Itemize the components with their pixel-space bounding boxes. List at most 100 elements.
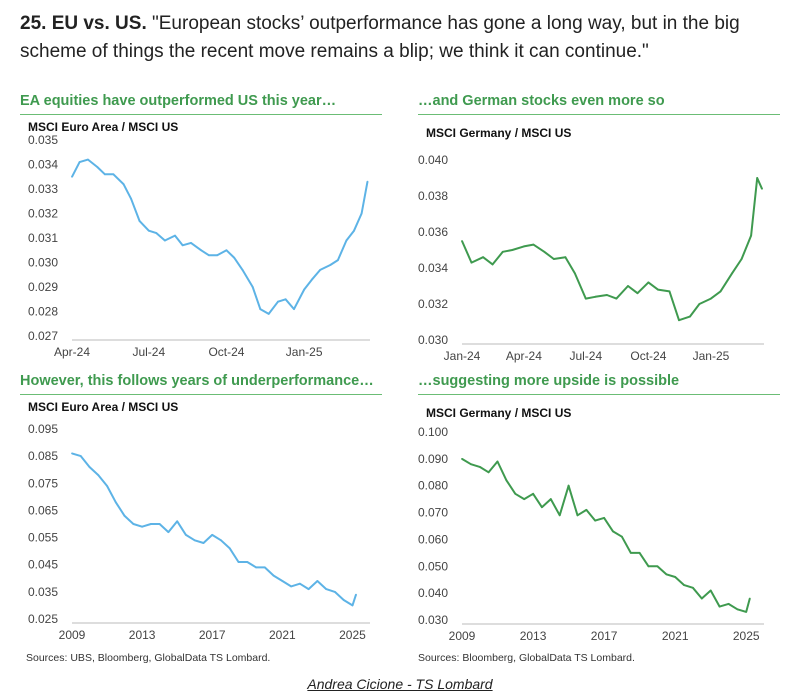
data-point bbox=[164, 239, 166, 242]
x-tick-label: Jul-24 bbox=[132, 345, 165, 359]
data-point bbox=[366, 180, 369, 183]
data-point bbox=[233, 256, 236, 259]
data-point bbox=[523, 245, 525, 248]
data-point bbox=[511, 249, 514, 251]
chart-panel-germany-longterm: …suggesting more upside is possible MSCI… bbox=[418, 372, 780, 652]
data-point bbox=[692, 586, 694, 589]
data-point bbox=[310, 278, 313, 281]
y-tick-label: 0.031 bbox=[28, 231, 58, 245]
data-point bbox=[603, 517, 605, 519]
x-tick-label: Apr-24 bbox=[506, 349, 542, 363]
data-point bbox=[299, 582, 301, 585]
data-point bbox=[255, 566, 257, 569]
series-line bbox=[461, 177, 763, 322]
y-tick-label: 0.030 bbox=[28, 256, 58, 270]
x-tick-label: Jan-24 bbox=[444, 349, 481, 363]
data-point bbox=[532, 243, 535, 246]
data-point bbox=[727, 603, 730, 605]
x-tick-label: Oct-24 bbox=[630, 349, 666, 363]
data-point bbox=[543, 250, 546, 253]
data-point bbox=[636, 292, 639, 295]
data-point bbox=[114, 501, 117, 504]
series-line bbox=[71, 158, 369, 315]
data-point bbox=[176, 520, 179, 523]
data-point bbox=[532, 492, 534, 495]
data-point bbox=[167, 531, 170, 533]
data-point bbox=[709, 589, 712, 592]
y-tick-label: 0.033 bbox=[28, 182, 58, 196]
data-point bbox=[353, 229, 355, 232]
data-point bbox=[267, 313, 270, 315]
y-tick-label: 0.025 bbox=[28, 612, 58, 626]
data-point bbox=[281, 580, 284, 582]
y-tick-label: 0.060 bbox=[418, 532, 448, 546]
data-point bbox=[303, 288, 306, 291]
data-point bbox=[594, 295, 597, 298]
data-point bbox=[237, 561, 240, 563]
data-point bbox=[342, 599, 345, 601]
data-point bbox=[612, 530, 614, 533]
data-point bbox=[740, 258, 743, 260]
x-tick-label: 2017 bbox=[199, 628, 226, 642]
data-point bbox=[185, 534, 187, 536]
data-point bbox=[689, 315, 691, 318]
data-point bbox=[647, 281, 650, 284]
data-point bbox=[584, 297, 587, 300]
data-point bbox=[71, 175, 73, 178]
data-point bbox=[574, 272, 576, 275]
chart-panel-ea-longterm: However, this follows years of underperf… bbox=[20, 372, 382, 652]
data-point bbox=[141, 525, 143, 528]
data-point bbox=[638, 552, 641, 554]
x-tick-label: 2017 bbox=[591, 629, 618, 643]
data-point bbox=[277, 300, 279, 303]
data-point bbox=[656, 565, 659, 568]
data-point bbox=[211, 534, 214, 536]
data-point bbox=[251, 286, 254, 288]
data-point bbox=[155, 232, 158, 235]
data-point bbox=[621, 535, 623, 538]
chart-panel-germany-ytd: …and German stocks even more so MSCI Ger… bbox=[418, 92, 780, 372]
data-point bbox=[491, 263, 494, 266]
data-point bbox=[147, 229, 150, 232]
x-tick-label: 2025 bbox=[733, 629, 760, 643]
data-point bbox=[259, 308, 262, 310]
chart-title: However, this follows years of underperf… bbox=[20, 372, 382, 395]
y-tick-label: 0.085 bbox=[28, 449, 58, 463]
x-tick-label: Oct-24 bbox=[208, 345, 244, 359]
data-point bbox=[150, 523, 152, 525]
data-point bbox=[552, 258, 555, 260]
x-tick-label: 2013 bbox=[520, 629, 547, 643]
y-tick-label: 0.080 bbox=[418, 479, 448, 493]
x-tick-label: Apr-24 bbox=[54, 345, 90, 359]
data-point bbox=[78, 161, 81, 163]
data-point bbox=[88, 466, 91, 468]
headline-number: 25. EU vs. US. bbox=[20, 13, 147, 34]
data-point bbox=[202, 542, 205, 544]
data-point bbox=[736, 608, 739, 611]
data-point bbox=[104, 173, 106, 176]
data-point bbox=[345, 239, 348, 242]
data-point bbox=[106, 485, 108, 487]
data-point bbox=[487, 471, 490, 474]
data-point bbox=[558, 514, 561, 517]
data-point bbox=[220, 539, 222, 542]
data-point bbox=[698, 303, 701, 305]
chart-panel-ea-ytd: EA equities have outperformed US this ye… bbox=[20, 92, 382, 372]
data-point bbox=[241, 269, 244, 271]
data-point bbox=[710, 297, 712, 300]
chart-title: EA equities have outperformed US this ye… bbox=[20, 92, 382, 115]
data-point bbox=[750, 234, 752, 237]
y-tick-label: 0.090 bbox=[418, 452, 448, 466]
data-point bbox=[334, 591, 336, 593]
data-point bbox=[615, 297, 618, 300]
data-point bbox=[284, 298, 287, 301]
chart-ylabel: MSCI Germany / MSCI US bbox=[426, 406, 572, 420]
data-point bbox=[629, 552, 632, 554]
data-point bbox=[678, 319, 680, 322]
data-point bbox=[647, 565, 650, 568]
data-point bbox=[216, 254, 219, 257]
data-point bbox=[461, 458, 463, 460]
data-point bbox=[745, 611, 748, 613]
data-point bbox=[567, 484, 570, 487]
headline-quote: "European stocks’ outperformance has gon… bbox=[20, 13, 740, 62]
